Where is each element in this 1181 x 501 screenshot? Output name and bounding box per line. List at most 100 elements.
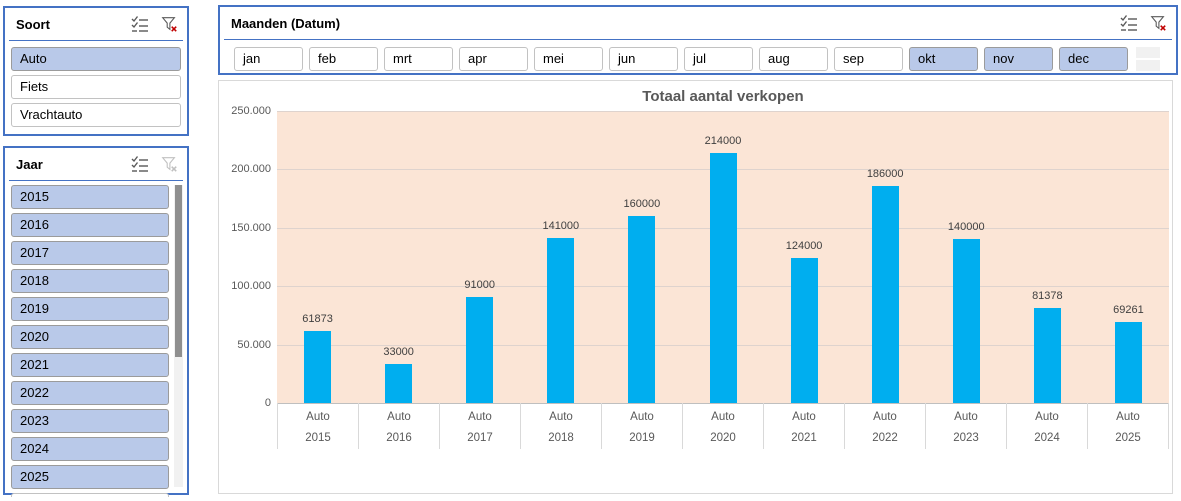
jaar-scrollbar-thumb[interactable] xyxy=(175,185,182,357)
pivot-chart: Totaal aantal verkopen 250.000 200.000 150… xyxy=(218,80,1173,494)
slicer-item-apr[interactable]: apr xyxy=(459,47,528,71)
y-axis-tick-label: 150.000 xyxy=(231,221,271,234)
slicer-item-2017[interactable]: 2017 xyxy=(11,241,169,265)
multi-select-icon[interactable] xyxy=(130,155,150,173)
multi-select-icon[interactable] xyxy=(130,15,150,33)
bar-2022 xyxy=(871,185,899,403)
category-series-label: Auto xyxy=(387,411,411,423)
slicer-item-jul[interactable]: jul xyxy=(684,47,753,71)
category-cell-2023: Auto 2023 xyxy=(925,403,1006,449)
category-series-label: Auto xyxy=(549,411,573,423)
slicer-item-Vrachtauto[interactable]: Vrachtauto xyxy=(11,103,181,127)
category-cell-2017: Auto 2017 xyxy=(439,403,520,449)
jaar-scrollbar[interactable] xyxy=(174,185,183,487)
bar-2020 xyxy=(709,153,737,403)
slicer-item-mei[interactable]: mei xyxy=(534,47,603,71)
slicer-item-sep[interactable]: sep xyxy=(834,47,903,71)
maanden-slicer-header: Maanden (Datum) xyxy=(220,7,1176,39)
x-axis-labels: Auto 2015 Auto 2016 Auto 2017 Auto 2018 Auto 2019… xyxy=(277,403,1169,449)
category-year-label: 2021 xyxy=(791,432,817,444)
bar-data-label: 33000 xyxy=(383,346,414,359)
bar-data-label: 140000 xyxy=(947,221,985,234)
slicer-item-2023[interactable]: 2023 xyxy=(11,409,169,433)
slicer-item-2022[interactable]: 2022 xyxy=(11,381,169,405)
jaar-slicer: Jaar 2015 2016 2017 2018 2019 2020 2021 2022 202… xyxy=(3,146,189,497)
category-year-label: 2015 xyxy=(305,432,331,444)
slicer-item-2021[interactable]: 2021 xyxy=(11,353,169,377)
category-cell-2024: Auto 2024 xyxy=(1006,403,1087,449)
category-year-label: 2023 xyxy=(953,432,979,444)
category-year-label: 2017 xyxy=(467,432,493,444)
soort-slicer: Soort Auto Fiets Vrachtauto xyxy=(3,6,189,136)
chart-plot-area: 250.000 200.000 150.000 100.000 50.000 0 61873… xyxy=(231,105,1169,409)
bar-2016 xyxy=(385,364,413,403)
bar-data-label: 91000 xyxy=(464,278,496,291)
jaar-item-list: 2015 2016 2017 2018 2019 2020 2021 2022 2023 2024… xyxy=(5,181,187,489)
y-axis-tick-label: 0 xyxy=(264,397,271,409)
category-year-label: 2025 xyxy=(1115,432,1141,444)
jaar-header-rule xyxy=(9,180,183,181)
bar-2025 xyxy=(1114,322,1142,403)
category-cell-2025: Auto 2025 xyxy=(1087,403,1169,449)
soort-slicer-header: Soort xyxy=(5,8,187,40)
jaar-slicer-title: Jaar xyxy=(16,156,43,172)
maanden-header-rule xyxy=(224,39,1172,40)
slicer-item-Fiets[interactable]: Fiets xyxy=(11,75,181,99)
slicer-item-2018[interactable]: 2018 xyxy=(11,269,169,293)
chart-title: Totaal aantal verkopen xyxy=(642,88,804,105)
maanden-slicer: Maanden (Datum) jan feb mrt apr mei jun jul aug… xyxy=(218,5,1178,75)
slicer-item-mrt[interactable]: mrt xyxy=(384,47,453,71)
slicer-item-dec[interactable]: dec xyxy=(1059,47,1128,71)
bar-data-label: 160000 xyxy=(623,198,661,211)
slicer-item-2020[interactable]: 2020 xyxy=(11,325,169,349)
bar-2017 xyxy=(466,296,494,403)
slicer-item-Auto[interactable]: Auto xyxy=(11,47,181,71)
bar-2023 xyxy=(952,239,980,403)
category-series-label: Auto xyxy=(873,411,897,423)
bar-2024 xyxy=(1033,307,1061,403)
maanden-scrollbar[interactable] xyxy=(1136,47,1160,71)
category-cell-2020: Auto 2020 xyxy=(682,403,763,449)
bar-2021 xyxy=(790,258,818,403)
bar-data-label: 81378 xyxy=(1032,289,1063,302)
clear-filter-icon-disabled xyxy=(161,157,177,172)
bar-data-label: 186000 xyxy=(866,167,904,180)
category-cell-2018: Auto 2018 xyxy=(520,403,601,449)
category-series-label: Auto xyxy=(1116,411,1140,423)
multi-select-icon[interactable] xyxy=(1119,14,1139,32)
bar-data-label: 214000 xyxy=(704,135,742,148)
category-series-label: Auto xyxy=(711,411,735,423)
category-cell-2019: Auto 2019 xyxy=(601,403,682,449)
maanden-item-list: jan feb mrt apr mei jun jul aug sep okt nov dec xyxy=(220,47,1176,71)
gridline xyxy=(277,111,1169,112)
slicer-item-2016[interactable]: 2016 xyxy=(11,213,169,237)
soort-header-rule xyxy=(9,40,183,41)
clear-filter-icon[interactable] xyxy=(1148,14,1168,32)
slicer-item-feb[interactable]: feb xyxy=(309,47,378,71)
category-cell-2015: Auto 2015 xyxy=(277,403,358,449)
bar-data-label: 61873 xyxy=(302,312,333,325)
category-series-label: Auto xyxy=(468,411,492,423)
slicer-item-jun[interactable]: jun xyxy=(609,47,678,71)
bar-2019 xyxy=(628,216,656,403)
slicer-item-2024[interactable]: 2024 xyxy=(11,437,169,461)
slicer-item-nov[interactable]: nov xyxy=(984,47,1053,71)
slicer-item-okt[interactable]: okt xyxy=(909,47,978,71)
slicer-item-2015[interactable]: 2015 xyxy=(11,185,169,209)
slicer-item-jan[interactable]: jan xyxy=(234,47,303,71)
clear-filter-icon[interactable] xyxy=(159,15,179,33)
slicer-item-2019[interactable]: 2019 xyxy=(11,297,169,321)
jaar-partial-item[interactable] xyxy=(11,493,169,497)
maanden-slicer-title: Maanden (Datum) xyxy=(231,15,341,31)
y-axis-tick-label: 200.000 xyxy=(231,163,271,176)
soort-item-list: Auto Fiets Vrachtauto xyxy=(5,41,187,127)
category-series-label: Auto xyxy=(954,411,978,423)
category-series-label: Auto xyxy=(1035,411,1059,423)
y-axis-tick-label: 50.000 xyxy=(237,338,271,351)
slicer-item-2025[interactable]: 2025 xyxy=(11,465,169,489)
category-cell-2022: Auto 2022 xyxy=(844,403,925,449)
slicer-item-aug[interactable]: aug xyxy=(759,47,828,71)
category-series-label: Auto xyxy=(630,411,654,423)
category-year-label: 2018 xyxy=(548,432,574,444)
